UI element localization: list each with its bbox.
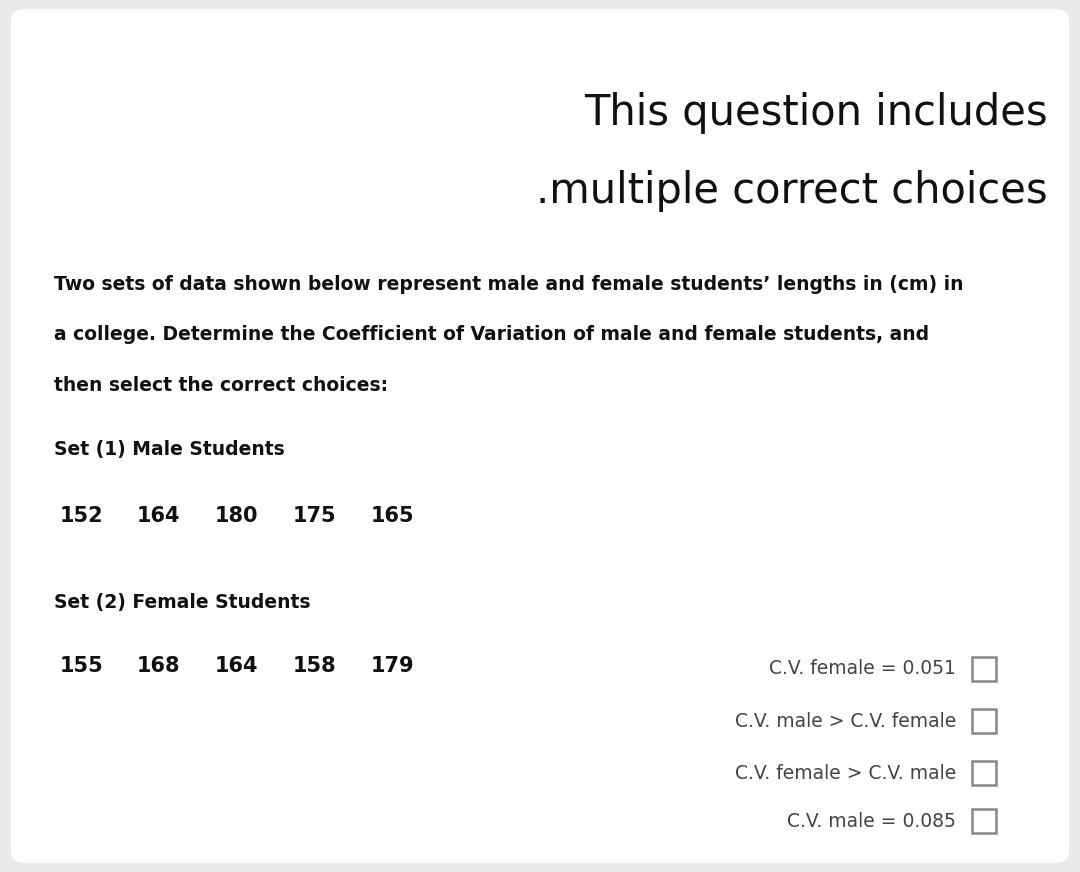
Text: 164: 164 (215, 656, 258, 676)
Text: C.V. male = 0.085: C.V. male = 0.085 (787, 812, 956, 831)
Text: 155: 155 (59, 656, 104, 676)
Text: 180: 180 (215, 506, 258, 526)
Text: C.V. male > C.V. female: C.V. male > C.V. female (734, 712, 956, 731)
Text: 175: 175 (293, 506, 336, 526)
Text: C.V. female = 0.051: C.V. female = 0.051 (769, 659, 956, 678)
Text: a college. Determine the Coefficient of Variation of male and female students, a: a college. Determine the Coefficient of … (54, 325, 929, 344)
Text: 168: 168 (137, 656, 180, 676)
Text: C.V. female > C.V. male: C.V. female > C.V. male (734, 764, 956, 783)
Text: Set (2) Female Students: Set (2) Female Students (54, 593, 311, 612)
Text: 158: 158 (293, 656, 336, 676)
Text: .multiple correct choices: .multiple correct choices (536, 170, 1048, 212)
Text: Two sets of data shown below represent male and female students’ lengths in (cm): Two sets of data shown below represent m… (54, 275, 963, 294)
Text: then select the correct choices:: then select the correct choices: (54, 376, 388, 395)
Text: 179: 179 (370, 656, 414, 676)
Text: 165: 165 (370, 506, 414, 526)
Text: Set (1) Male Students: Set (1) Male Students (54, 440, 285, 460)
Text: 152: 152 (59, 506, 103, 526)
Text: 164: 164 (137, 506, 180, 526)
Text: This question includes: This question includes (584, 92, 1048, 133)
